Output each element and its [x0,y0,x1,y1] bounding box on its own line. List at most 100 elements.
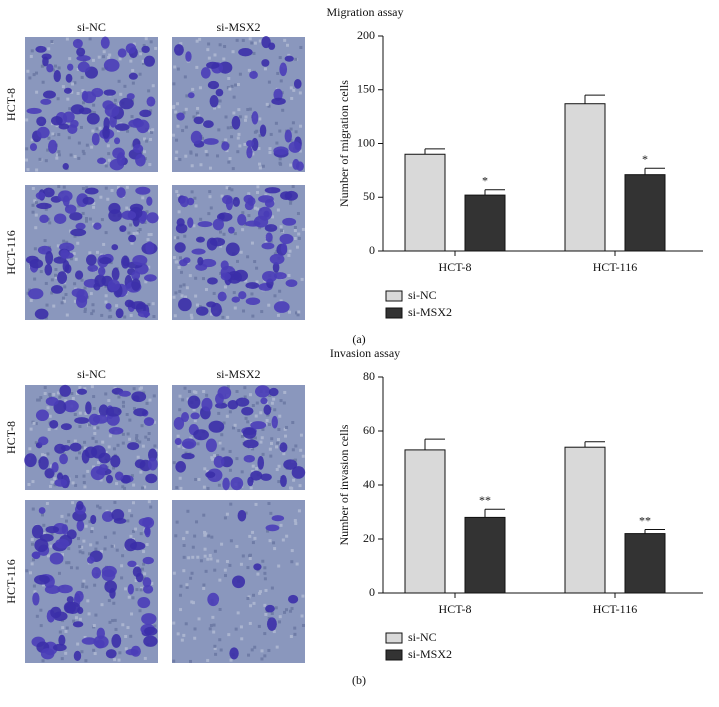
texture [234,627,238,631]
texture [289,201,293,205]
cell [206,61,220,69]
texture [197,617,201,621]
texture [71,501,75,505]
texture [255,266,259,270]
texture [290,96,294,100]
legend-label: si-MSX2 [408,305,452,319]
texture [40,64,44,68]
texture [148,398,152,402]
cell [249,70,258,79]
texture [49,464,53,468]
texture [33,590,37,594]
texture [32,421,36,425]
texture [277,480,281,484]
cell [229,647,239,660]
texture [110,188,114,192]
texture [258,134,262,138]
texture [31,210,35,214]
cell [84,187,99,195]
cell [266,617,277,631]
error-bar [644,529,665,534]
texture [284,608,288,612]
cell [203,138,219,145]
texture [152,315,156,319]
cell [215,88,224,97]
image-row-label: HCT-116 [4,230,18,274]
cell [245,282,260,289]
cell [187,395,201,409]
texture [31,203,35,207]
texture [29,298,33,302]
texture [130,241,134,245]
texture [138,609,142,613]
texture [104,294,108,298]
texture [184,125,188,129]
cell [100,36,110,49]
panel-label: (b) [352,673,366,687]
texture [268,447,272,451]
texture [263,571,267,575]
y-axis-label: Number of migration cells [337,80,351,207]
texture [114,627,118,631]
cell [107,279,121,292]
texture [223,568,227,572]
texture [178,593,182,597]
texture [81,186,85,190]
texture [47,136,51,140]
texture [291,421,295,425]
texture [98,506,102,510]
texture [45,501,49,505]
texture [88,520,92,524]
texture [246,108,250,112]
cell [44,468,55,479]
texture [268,423,272,427]
texture [126,129,130,133]
cell [292,158,300,170]
texture [60,657,64,661]
texture [176,236,180,240]
texture [100,218,104,222]
texture [265,102,269,106]
texture [104,300,108,304]
cell [205,471,216,479]
cell [70,119,79,128]
cell [37,436,49,446]
cell [243,454,255,463]
texture [57,133,61,137]
bar [464,516,506,594]
texture [27,483,31,487]
texture [272,541,276,545]
texture [220,194,224,198]
texture [132,387,136,391]
texture [64,651,68,655]
texture [208,166,212,170]
cell [76,55,91,62]
texture [104,392,108,396]
texture [229,502,233,506]
texture [145,139,149,143]
cell [193,429,209,441]
texture [83,485,87,489]
cell [28,288,44,300]
texture [49,544,53,548]
texture [54,273,58,277]
texture [234,83,238,87]
texture [104,231,108,235]
image-row-label: HCT-116 [4,559,18,603]
texture [36,398,40,402]
texture [65,313,69,317]
texture [253,41,257,45]
texture [143,485,147,489]
cell [109,587,116,599]
texture [32,584,36,588]
texture [216,454,220,458]
texture [261,164,265,168]
texture [263,603,267,607]
error-bar [424,438,445,450]
texture [179,584,183,588]
cell [200,258,217,268]
texture [256,190,260,194]
texture [226,315,230,319]
texture [86,599,90,603]
texture [255,280,259,284]
